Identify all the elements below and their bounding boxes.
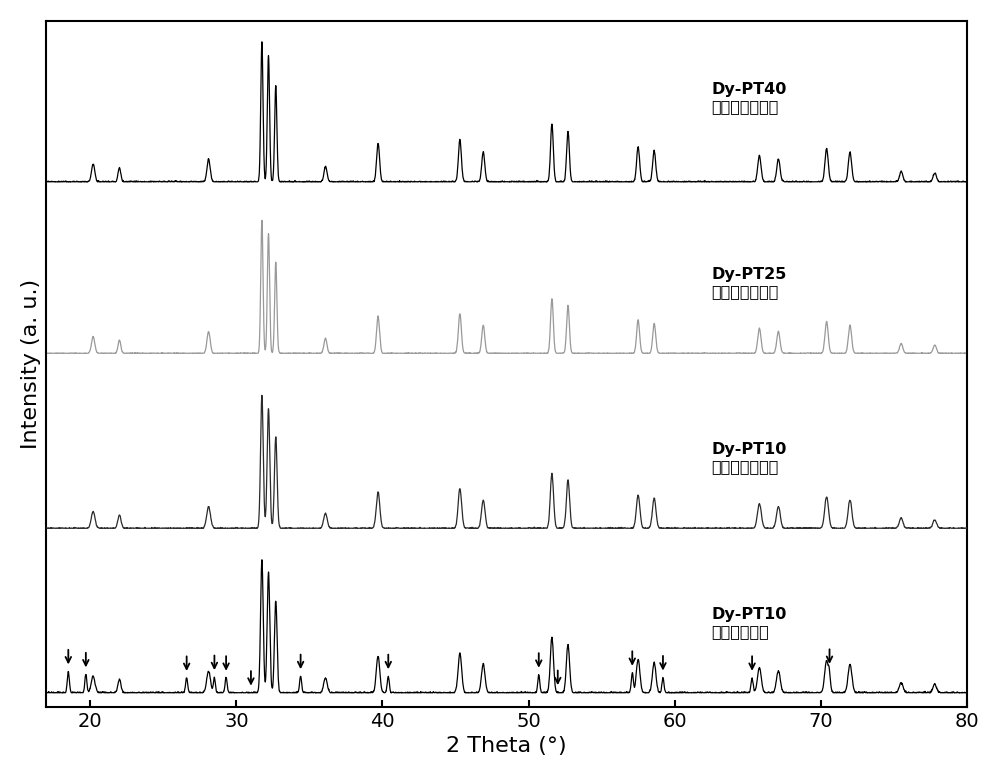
Text: 传统烧结工艺: 传统烧结工艺 bbox=[711, 624, 769, 639]
Text: Dy-PT10: Dy-PT10 bbox=[711, 442, 787, 458]
Y-axis label: Intensity (a. u.): Intensity (a. u.) bbox=[21, 279, 41, 449]
Text: 本专利所述工艺: 本专利所述工艺 bbox=[711, 284, 779, 299]
Text: 本专利所述工艺: 本专利所述工艺 bbox=[711, 99, 779, 113]
X-axis label: 2 Theta (°): 2 Theta (°) bbox=[446, 736, 567, 756]
Text: Dy-PT10: Dy-PT10 bbox=[711, 607, 787, 622]
Text: Dy-PT40: Dy-PT40 bbox=[711, 82, 787, 97]
Text: Dy-PT25: Dy-PT25 bbox=[711, 267, 787, 282]
Text: 本专利所述工艺: 本专利所述工艺 bbox=[711, 459, 779, 474]
